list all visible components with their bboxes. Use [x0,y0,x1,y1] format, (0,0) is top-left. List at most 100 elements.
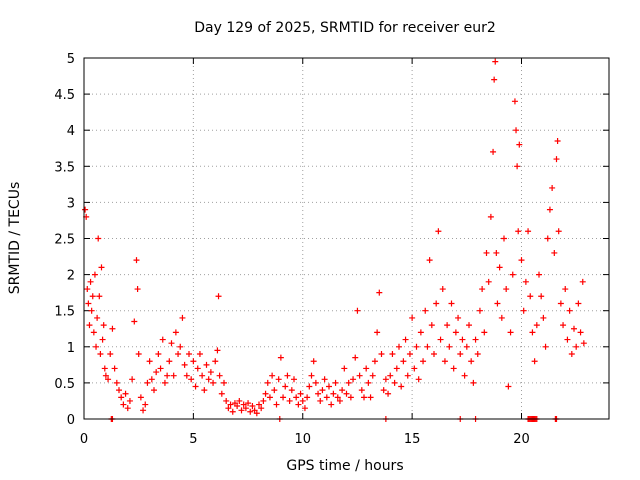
data-point [536,271,542,278]
y-axis-ticks: 0 0.5 1 1.5 2 2.5 3 3.5 4 4.5 5 [54,52,609,428]
data-point [367,394,374,401]
data-point [312,379,319,386]
data-point [415,376,422,383]
data-point [339,387,346,394]
data-point [99,336,106,343]
data-point [444,322,451,329]
data-point [107,351,114,358]
y-tick-label: 5 [67,52,75,67]
data-point [297,390,304,397]
x-axis-label: GPS time / hours [286,458,403,474]
data-point [455,314,462,321]
data-point [546,206,553,213]
data-point [170,372,177,379]
data-point [262,390,269,397]
data-point [157,365,164,372]
data-point [433,300,440,307]
data-point [459,336,466,343]
data-point [450,365,457,372]
data-point [468,358,475,365]
data-point [215,293,222,300]
data-point [196,351,203,358]
data-point [343,390,350,397]
data-point [249,403,256,410]
data-point [286,397,293,404]
data-point [93,343,100,350]
data-point [207,369,214,376]
data-point [365,379,372,386]
data-point [118,394,125,401]
data-point [441,358,448,365]
data-point [481,329,488,336]
data-point [562,286,569,293]
data-point [371,358,378,365]
data-point [137,394,144,401]
data-point [470,379,477,386]
data-point [210,379,217,386]
data-point [485,278,492,285]
data-point [420,358,427,365]
data-point [404,372,411,379]
y-axis-label: SRMTID / TECUs [7,182,23,295]
data-point [549,184,556,191]
y-tick-label: 1 [67,341,75,356]
data-point [111,365,118,372]
data-point [466,322,472,329]
data-point [102,372,109,379]
data-point [98,264,105,271]
data-point [424,343,431,350]
y-tick-label: 3 [67,196,75,211]
data-point [105,376,112,383]
data-point [350,376,357,383]
data-point [133,257,140,264]
data-point [242,405,249,412]
data-point [463,343,470,350]
data-point [88,307,95,314]
data-point [461,372,468,379]
data-point [493,249,500,256]
data-point [280,394,287,401]
data-point [199,372,206,379]
data-point [247,408,254,415]
data-point [531,358,538,365]
data-point [288,387,295,394]
data-point [135,351,142,358]
data-point [409,314,416,321]
data-point [435,228,442,235]
data-point [310,358,317,365]
data-point [426,257,433,264]
plot-frame [83,57,610,420]
data-point [146,358,153,365]
data-point [236,397,243,404]
data-point [140,407,147,414]
data-point [557,300,564,307]
data-point [514,163,521,170]
data-point [177,343,184,350]
data-point [398,383,405,390]
data-point [446,343,453,350]
y-tick-label: 4.5 [54,88,75,103]
data-point [89,293,96,300]
data-point [293,394,300,401]
data-point [223,397,230,404]
data-point [100,322,107,329]
data-point [161,379,168,386]
data-point [501,235,507,242]
data-point [575,300,582,307]
y-tick-label: 0 [67,413,75,428]
data-point [553,156,560,163]
data-point [402,336,409,343]
data-point [144,379,151,386]
data-point [494,300,501,307]
data-point [522,278,529,285]
data-point [216,372,223,379]
data-point [172,329,179,336]
data-point [496,264,503,271]
data-point [134,286,141,293]
data-point [369,372,376,379]
data-point [258,405,265,412]
data-point [273,401,280,408]
data-point [299,397,306,404]
data-point [491,76,498,83]
